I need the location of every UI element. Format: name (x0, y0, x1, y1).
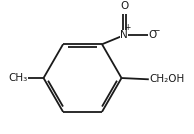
Text: O: O (120, 1, 128, 11)
Text: CH₂OH: CH₂OH (149, 74, 185, 84)
Text: N: N (120, 30, 128, 40)
Text: O: O (148, 30, 156, 40)
Text: −: − (152, 25, 160, 34)
Text: +: + (125, 23, 131, 32)
Text: CH₃: CH₃ (8, 73, 27, 83)
